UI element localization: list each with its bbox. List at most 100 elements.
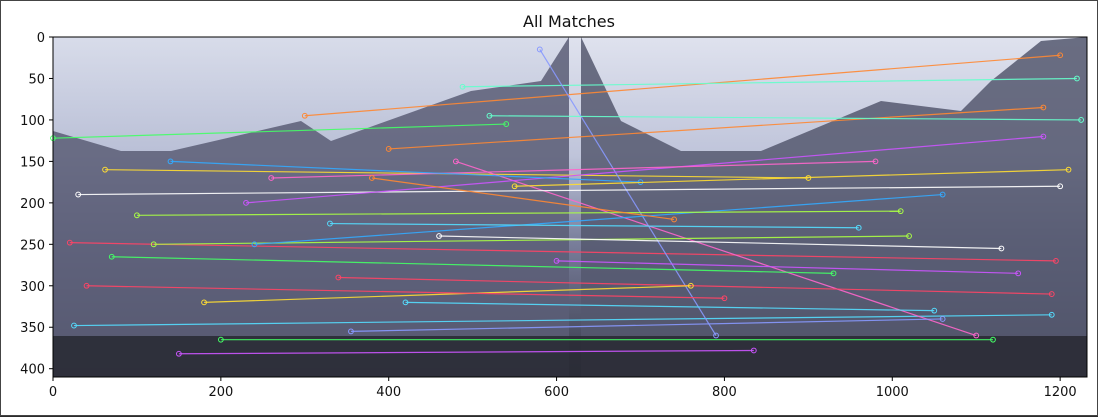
keypoint — [830, 270, 837, 277]
keypoint — [872, 158, 879, 165]
match-line — [136, 210, 901, 216]
match-line — [329, 222, 859, 229]
y-axis: 0 50 100 150 200 250 300 350 400 — [20, 31, 53, 378]
keypoint — [1065, 166, 1072, 173]
keypoint — [750, 347, 757, 354]
match-lines — [50, 46, 1085, 357]
y-tick-label: 150 — [20, 155, 45, 170]
keypoint — [511, 183, 518, 190]
keypoint — [452, 158, 459, 165]
y-tick-label: 250 — [20, 238, 45, 253]
match-line — [73, 314, 1052, 327]
keypoint — [301, 112, 308, 119]
keypoint — [998, 245, 1005, 252]
keypoint — [369, 175, 375, 181]
y-tick-label: 50 — [28, 72, 45, 87]
x-axis: 0 200 400 600 800 1000 1200 — [49, 377, 1077, 400]
match-line — [204, 285, 691, 303]
keypoint — [1040, 104, 1047, 111]
keypoint — [167, 158, 174, 165]
keypoint — [990, 336, 996, 343]
keypoint — [1048, 311, 1055, 318]
y-tick-label: 350 — [20, 321, 45, 336]
match-line — [52, 123, 507, 139]
keypoint — [939, 191, 946, 198]
match-line — [439, 235, 1002, 250]
keypoint — [1074, 75, 1080, 82]
x-tick-label: 0 — [49, 385, 57, 400]
plot-border — [52, 36, 1088, 378]
keypoint — [268, 175, 275, 181]
keypoint — [71, 322, 77, 329]
x-tick-label: 400 — [376, 385, 401, 400]
keypoint — [348, 328, 354, 335]
keypoint — [486, 112, 493, 119]
keypoint — [897, 208, 904, 215]
match-line — [514, 169, 1069, 187]
keypoint — [459, 83, 466, 90]
x-tick-label: 600 — [544, 385, 569, 400]
x-tick-label: 1000 — [876, 385, 909, 400]
keypoint — [1057, 52, 1064, 59]
match-line — [170, 160, 641, 183]
keypoint — [175, 350, 182, 357]
match-line — [338, 276, 1052, 295]
keypoint — [335, 274, 342, 281]
keypoint — [503, 121, 510, 127]
image-layer — [53, 37, 1087, 377]
keypoint — [243, 199, 249, 206]
keypoint — [217, 336, 224, 343]
keypoint — [1078, 117, 1085, 123]
keypoint — [671, 216, 677, 223]
keypoint — [150, 241, 157, 248]
keypoint — [66, 239, 73, 246]
keypoint — [83, 282, 90, 289]
y-tick-label: 100 — [20, 114, 45, 129]
match-line — [304, 54, 1061, 117]
match-line — [388, 106, 1044, 150]
keypoint — [973, 332, 980, 339]
keypoint — [906, 233, 912, 239]
match-line — [489, 115, 1082, 121]
keypoint — [102, 166, 108, 173]
keypoint — [713, 332, 719, 339]
match-line — [254, 193, 943, 245]
keypoint — [1048, 291, 1055, 297]
keypoint — [1015, 270, 1022, 277]
match-line — [178, 349, 754, 355]
keypoint — [536, 46, 543, 53]
x-tick-label: 1200 — [1044, 385, 1077, 400]
match-line — [462, 77, 1077, 88]
keypoint — [1057, 183, 1064, 190]
keypoint — [75, 191, 82, 198]
keypoint — [201, 299, 207, 306]
y-tick-label: 300 — [20, 280, 45, 295]
ground — [53, 336, 1087, 377]
y-tick-label: 400 — [20, 363, 45, 378]
keypoint — [855, 224, 862, 231]
y-tick-label: 200 — [20, 197, 45, 212]
keypoint — [931, 307, 938, 314]
match-line — [371, 177, 675, 221]
match-line — [86, 285, 725, 299]
x-tick-label: 800 — [712, 385, 737, 400]
match-line — [405, 301, 935, 312]
match-line — [111, 256, 834, 274]
keypoint — [108, 253, 115, 260]
match-line — [350, 318, 943, 332]
match-line — [245, 135, 1044, 204]
match-line — [556, 260, 1019, 274]
y-tick-label: 0 — [37, 31, 45, 46]
match-line — [539, 49, 717, 336]
keypoint — [939, 316, 946, 322]
keypoint — [687, 282, 694, 289]
match-line — [69, 242, 1056, 262]
keypoint — [721, 295, 728, 302]
x-tick-label: 200 — [208, 385, 233, 400]
keypoint — [402, 299, 409, 306]
keypoint — [251, 241, 258, 248]
keypoint — [134, 212, 140, 219]
chart-title: All Matches — [523, 12, 615, 31]
